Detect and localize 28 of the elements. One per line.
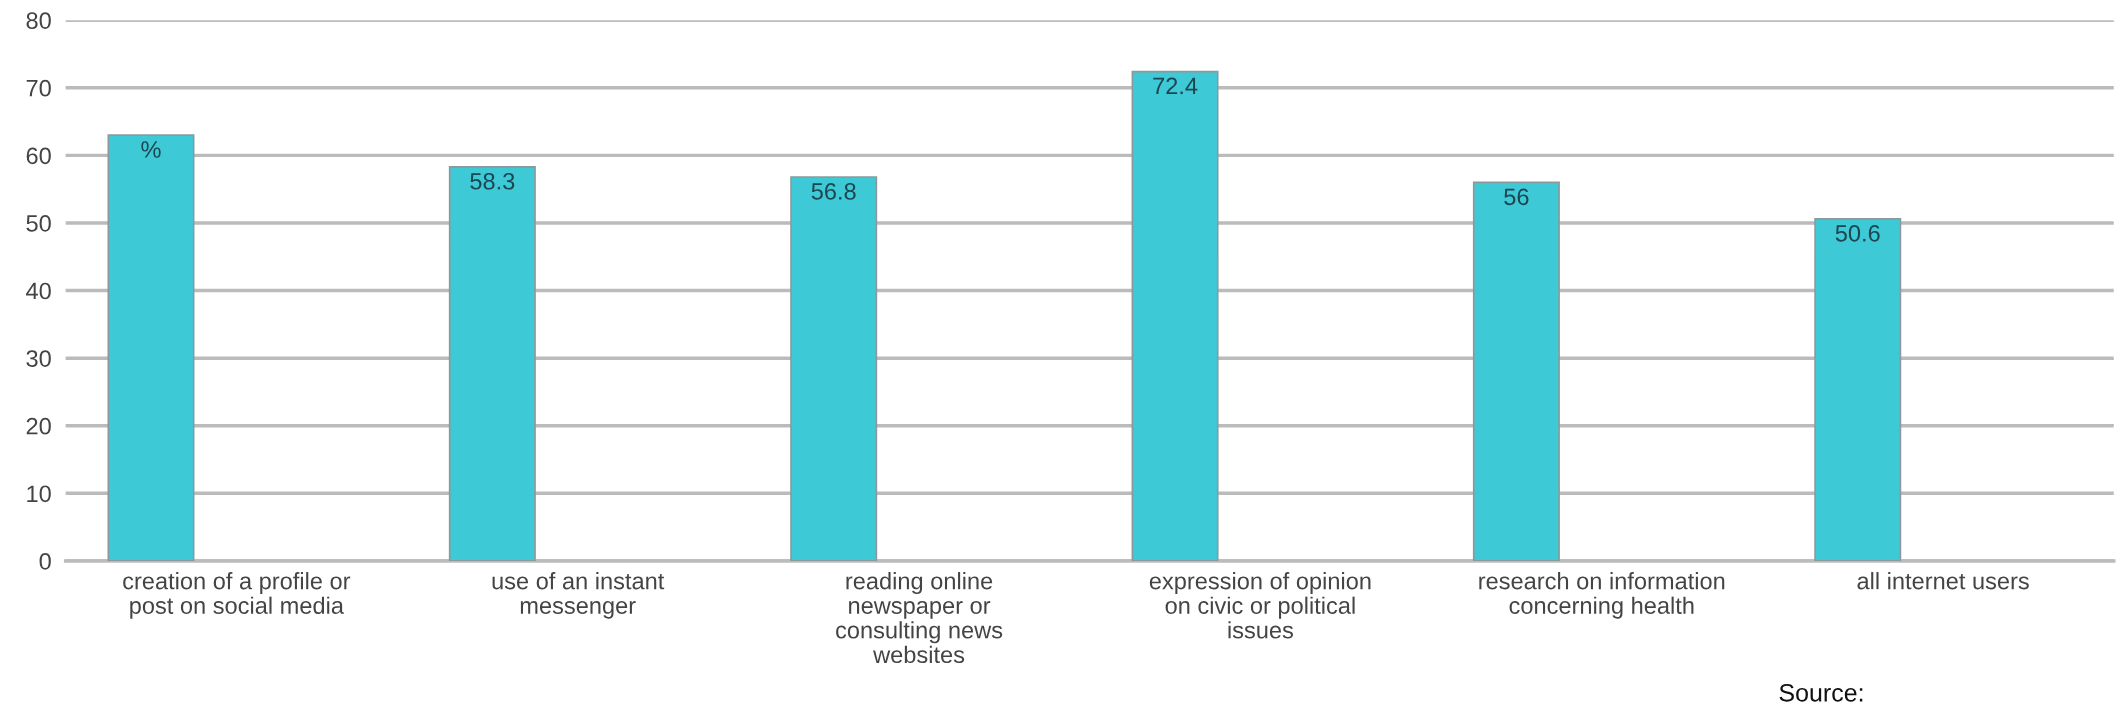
bar [1472,181,1560,561]
x-tick-label: use of an instant messenger [492,572,665,619]
bar [790,176,878,561]
y-tick-label: 30 [26,350,51,367]
data-label: 50.6 [1835,224,1880,242]
x-tick-label: creation of a profile or post on social media [123,572,351,619]
x-tick-label: all internet users [1857,572,2029,590]
y-tick-label: 80 [26,12,51,29]
y-tick-label: 50 [26,215,51,232]
y-tick-label: 0 [39,553,51,570]
data-label: % [141,141,161,158]
y-tick-label: 10 [27,485,51,503]
bar [448,166,536,561]
y-tick-label: 20 [26,417,51,435]
x-tick-label: reading online newspaper or consulting news websites [836,572,1003,664]
data-label: 56.8 [811,183,856,200]
data-label: 58.3 [470,172,515,190]
bar [107,134,195,561]
data-label: 72.4 [1153,77,1198,95]
y-tick-label: 40 [26,282,51,300]
x-tick-label: research on information concerning health [1479,572,1725,619]
bar [1131,70,1219,561]
y-tick-label: 60 [26,147,51,165]
data-label: 56 [1504,188,1529,206]
source-note: Source: [1779,683,1863,702]
bar [1814,218,1902,561]
y-tick-label: 70 [26,79,51,97]
x-tick-label: expression of opinion on civic or political issues [1149,572,1371,639]
